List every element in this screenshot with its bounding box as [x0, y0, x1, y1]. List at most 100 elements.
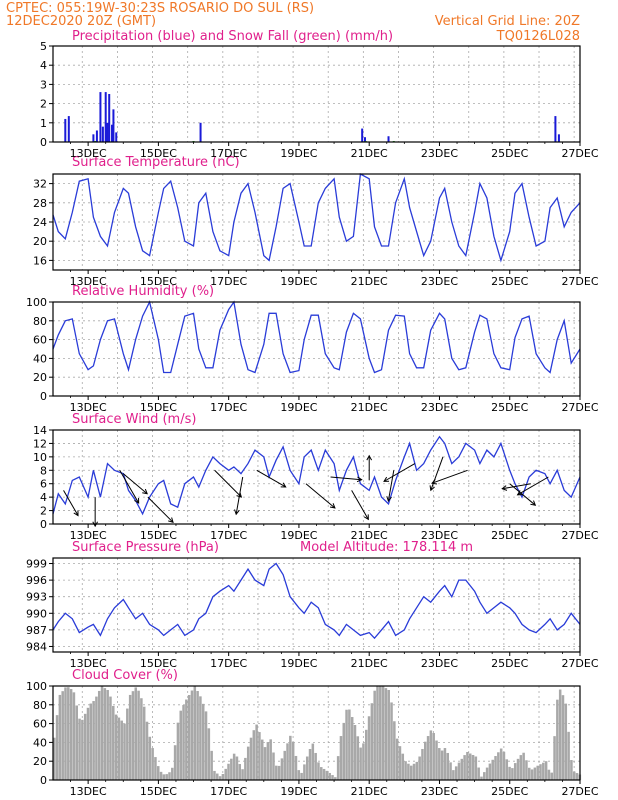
cloud-bar — [260, 739, 264, 780]
cloud-bar — [289, 735, 292, 780]
cloud-bar — [499, 748, 503, 780]
cloud-ytick-label: 80 — [33, 699, 47, 712]
cloud-bar — [58, 694, 62, 780]
cloud-bar — [468, 753, 472, 780]
humidity-ytick-label: 40 — [33, 352, 47, 365]
cloud-bar — [418, 756, 421, 780]
temperature-xtick-label: 27DEC — [561, 275, 598, 288]
cloud-bar — [232, 753, 236, 780]
cloud-bar — [407, 763, 410, 780]
cloud-bar — [291, 741, 295, 780]
humidity-xtick-label: 21DEC — [351, 401, 388, 414]
cloud-bar — [193, 686, 197, 780]
precip-bar — [92, 134, 95, 142]
cloud-bar — [156, 766, 160, 780]
header-station: CPTEC: 055:19W-30:23S ROSARIO DO SUL (RS… — [6, 1, 314, 16]
cloud-bar — [412, 763, 416, 780]
pressure-ytick-label: 993 — [26, 591, 47, 604]
cloud-bar — [320, 767, 323, 780]
cloud-bar — [294, 755, 298, 780]
pressure-plot-area — [53, 558, 580, 652]
cloud-bar — [297, 770, 301, 780]
wind-arrow — [119, 470, 140, 504]
wind-arrow — [330, 476, 362, 481]
cloud-bar — [494, 756, 497, 780]
wind-ytick-label: 0 — [40, 518, 47, 531]
wind-arrow-head — [280, 482, 287, 488]
cloud-bar — [480, 776, 483, 780]
precip-title: Precipitation (blue) and Snow Fall (gree… — [72, 29, 393, 44]
cloud-bar — [140, 698, 143, 780]
temperature-series-line — [52, 172, 581, 263]
precip-bar — [115, 132, 118, 142]
wind-xtick-label: 17DEC — [210, 529, 247, 542]
cloud-bar — [390, 702, 393, 780]
wind-arrow — [235, 476, 244, 515]
cloud-bar — [415, 761, 419, 780]
pressure-ytick-label: 984 — [26, 640, 47, 653]
cloud-bar — [542, 762, 545, 780]
humidity-ytick-label: 20 — [33, 371, 47, 384]
cloud-bar — [530, 769, 534, 780]
cloud-bar — [69, 689, 73, 780]
cloud-bar — [106, 689, 109, 780]
cloud-bar — [466, 751, 469, 780]
pressure-xtick-label: 27DEC — [561, 657, 598, 670]
humidity-xtick-label: 17DEC — [210, 401, 247, 414]
cloud-bar — [67, 687, 70, 780]
cloud-bar — [81, 719, 84, 780]
precip-bar — [67, 116, 70, 142]
pressure-ytick-label: 987 — [26, 624, 47, 637]
cloud-bar — [275, 765, 278, 780]
wind-xtick-label: 13DEC — [70, 529, 107, 542]
cloud-bar — [379, 686, 382, 780]
cloud-bar — [277, 765, 281, 780]
cloud-bar — [249, 737, 253, 780]
cloud-bar — [83, 713, 87, 780]
cloud-ytick-label: 20 — [33, 755, 47, 768]
cloud-bar — [100, 686, 104, 780]
wind-arrow-head — [329, 503, 336, 509]
precip-bar — [104, 92, 107, 142]
cloud-bar — [502, 751, 506, 780]
precip-ytick-label: 2 — [40, 98, 47, 111]
pressure-frame — [52, 557, 581, 653]
cloud-bar — [168, 772, 171, 780]
cloud-bar — [283, 750, 286, 780]
cloud-bar — [438, 748, 441, 780]
cloud-bar — [210, 750, 213, 780]
wind-arrow-head — [134, 498, 140, 504]
precip-ytick-label: 5 — [40, 40, 47, 53]
wind-ytick-label: 2 — [40, 505, 47, 518]
precip-bar — [363, 137, 366, 142]
cloud-bar — [165, 774, 168, 780]
pressure-xtick-label: 17DEC — [210, 657, 247, 670]
cloud-bar — [359, 747, 362, 780]
cloud-bar — [367, 716, 371, 780]
cloud-bar — [395, 738, 399, 780]
cloud-bar — [516, 758, 520, 780]
pressure-xtick-label: 23DEC — [421, 657, 458, 670]
cloud-bar — [204, 711, 208, 780]
wind-arrow — [431, 469, 468, 484]
cloud-bar — [328, 772, 331, 780]
cloud-bar — [381, 686, 385, 780]
altitude-annotation: Model Altitude: 178.114 m — [300, 540, 473, 555]
wind-arrow-head — [366, 454, 373, 461]
cloud-bar — [508, 766, 511, 780]
wind-arrow — [351, 490, 369, 520]
wind-ytick-label: 8 — [40, 464, 47, 477]
humidity-xtick-label: 15DEC — [140, 401, 177, 414]
wind-xtick-label: 19DEC — [280, 529, 317, 542]
precip-plot-area — [53, 46, 580, 142]
temperature-xtick-label: 17DEC — [210, 275, 247, 288]
precip-xtick-label: 21DEC — [351, 147, 388, 160]
cloud-bar — [263, 747, 267, 780]
cloud-bar — [449, 762, 452, 780]
wind-arrow-head — [386, 496, 392, 503]
cloud-bar — [421, 748, 424, 780]
wind-arrow-head — [168, 517, 174, 524]
cloud-bar — [350, 717, 354, 780]
pressure-xtick-label: 25DEC — [491, 657, 528, 670]
temperature-ytick-label: 32 — [33, 178, 47, 191]
